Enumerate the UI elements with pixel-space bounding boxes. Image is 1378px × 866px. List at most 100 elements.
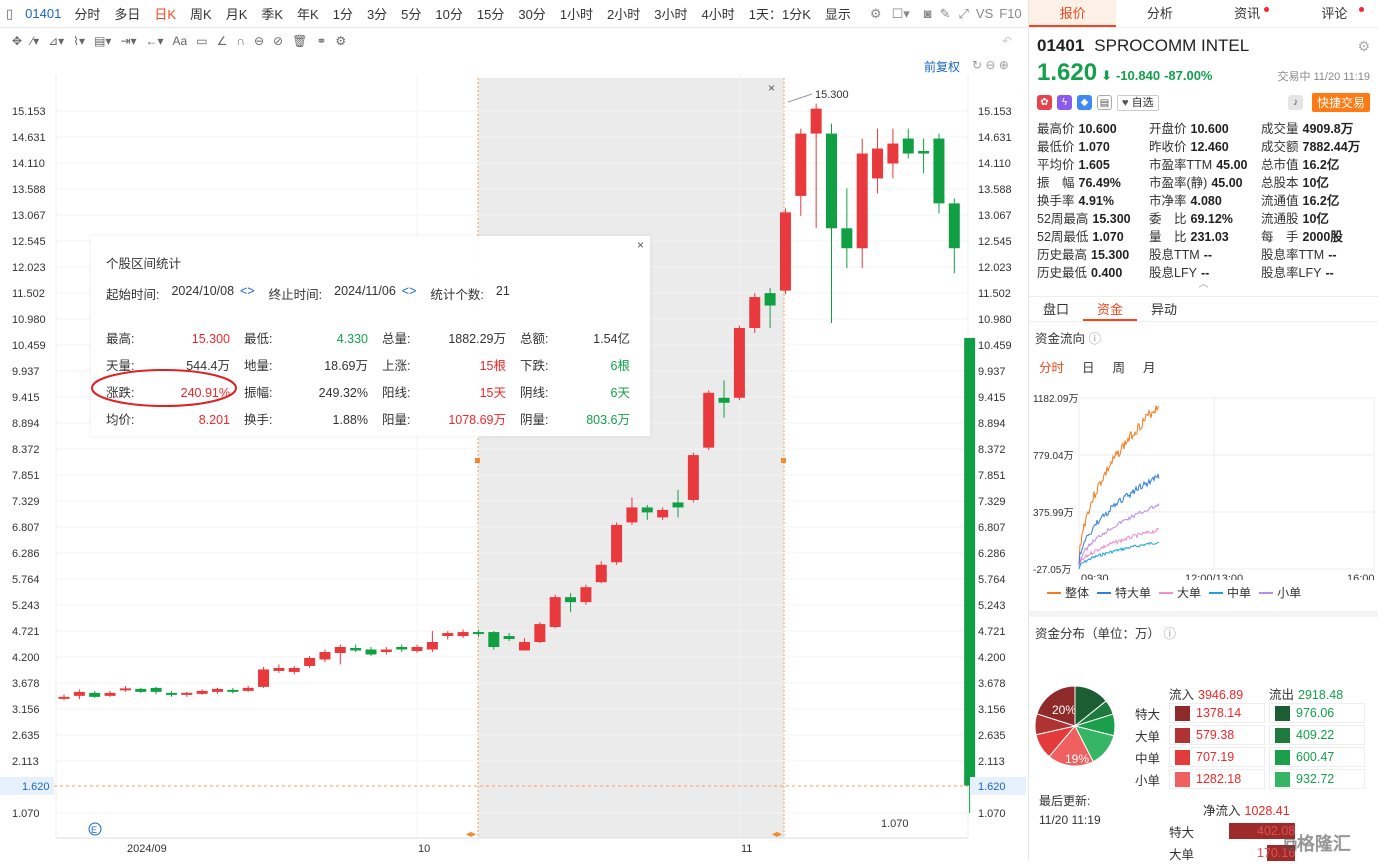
fullscreen-icon[interactable]: ⤢: [958, 5, 969, 21]
period-tab[interactable]: 2小时: [607, 7, 641, 22]
collapse-icon[interactable]: ︿: [1198, 279, 1209, 290]
event-badge-label[interactable]: E: [91, 825, 97, 835]
candle-body[interactable]: [872, 148, 884, 179]
watchlist-button[interactable]: ♥ 自选: [1117, 94, 1159, 111]
candle-body[interactable]: [365, 649, 377, 655]
candle-body[interactable]: [135, 688, 147, 692]
right-tab[interactable]: 报价: [1029, 0, 1117, 27]
comment-icon[interactable]: ▭: [196, 34, 208, 48]
candle-body[interactable]: [89, 692, 101, 697]
candle-body[interactable]: [58, 696, 70, 699]
measure-tool-icon[interactable]: ⇥▾: [120, 34, 137, 48]
candle-body[interactable]: [150, 687, 162, 692]
period-tab[interactable]: 3小时: [654, 7, 688, 22]
lock-icon[interactable]: ⊖: [253, 34, 265, 48]
period-tab[interactable]: 1天：1分K: [748, 7, 811, 22]
candle-body[interactable]: [749, 297, 761, 328]
tag-icon[interactable]: ◆: [1077, 95, 1092, 110]
candle-body[interactable]: [196, 690, 208, 694]
list-icon[interactable]: ▯: [6, 5, 14, 21]
lightning-icon[interactable]: ϟ: [1057, 95, 1072, 110]
period-tab[interactable]: 月K: [225, 7, 248, 22]
doc-icon[interactable]: ▤: [1097, 95, 1112, 110]
candle-body[interactable]: [733, 327, 745, 398]
square-icon[interactable]: ☐▾: [891, 5, 910, 21]
undo-icon[interactable]: ↶: [1001, 34, 1012, 48]
candle-body[interactable]: [165, 692, 177, 695]
candle-body[interactable]: [779, 212, 791, 291]
hide-icon[interactable]: ⊘: [273, 34, 284, 48]
line-tool-icon[interactable]: ⁄▾: [31, 34, 40, 48]
range-end-handle[interactable]: [781, 458, 786, 463]
candle-body[interactable]: [227, 689, 239, 692]
settings-gear-icon[interactable]: ⚙: [1357, 37, 1370, 54]
selected-range[interactable]: [478, 78, 784, 838]
restore-rights-button[interactable]: 前复权: [924, 60, 961, 74]
start-arrows-icon[interactable]: <>: [240, 284, 255, 298]
candle-body[interactable]: [918, 151, 930, 154]
candle-body[interactable]: [288, 667, 300, 672]
candle-body[interactable]: [948, 203, 960, 249]
candle-body[interactable]: [334, 647, 346, 653]
period-tab[interactable]: 季K: [261, 7, 284, 22]
candle-body[interactable]: [687, 455, 699, 500]
period-tab[interactable]: 年K: [297, 7, 319, 22]
candle-body[interactable]: [672, 502, 684, 508]
period-tab[interactable]: 3分: [366, 7, 388, 22]
candle-body[interactable]: [472, 632, 484, 635]
candle-body[interactable]: [595, 564, 607, 583]
period-tab[interactable]: 4小时: [701, 7, 735, 22]
info-icon[interactable]: ⓘ: [1088, 332, 1102, 346]
candle-body[interactable]: [565, 597, 577, 603]
period-tab[interactable]: 1分: [332, 7, 353, 22]
magnet-icon[interactable]: ∩: [236, 34, 245, 48]
flow-legend-item[interactable]: 整体: [1047, 584, 1089, 601]
panel-close-icon[interactable]: ×: [636, 238, 644, 252]
candle-body[interactable]: [902, 138, 914, 154]
delete-icon[interactable]: 🗑: [292, 34, 308, 48]
quick-trade-button[interactable]: 快捷交易: [1311, 93, 1370, 112]
arrow-tool-icon[interactable]: ←▾: [145, 34, 164, 48]
candle-body[interactable]: [611, 524, 623, 563]
kline-chart[interactable]: 15.153 14.631 14.110 13.588 13.067 12.545 12.0…: [0, 54, 1028, 861]
compare-icon[interactable]: ⚭: [316, 34, 327, 48]
flow-legend-item[interactable]: 大单: [1159, 584, 1201, 601]
candle-body[interactable]: [718, 397, 730, 403]
period-tab[interactable]: 1小时: [559, 7, 594, 22]
range-start-drag-icon[interactable]: ◂▸: [466, 829, 476, 840]
candle-body[interactable]: [319, 651, 331, 660]
move-icon[interactable]: ✥: [12, 34, 23, 48]
candle-body[interactable]: [258, 669, 270, 687]
period-tab[interactable]: 30分: [518, 7, 546, 22]
range-end-drag-icon[interactable]: ◂▸: [772, 829, 782, 840]
candle-body[interactable]: [657, 509, 669, 518]
period-tab[interactable]: 日K: [154, 7, 177, 22]
flow-legend-item[interactable]: 特大单: [1097, 584, 1151, 601]
candle-body[interactable]: [488, 632, 500, 648]
flow-period-tab[interactable]: 周: [1112, 361, 1126, 375]
candle-body[interactable]: [503, 636, 515, 640]
period-tab[interactable]: 显示: [824, 7, 851, 22]
vs-button[interactable]: VS: [975, 6, 994, 21]
flow-legend-item[interactable]: 小单: [1259, 584, 1301, 601]
f10-button[interactable]: F10: [999, 6, 1022, 21]
right-tab[interactable]: 评论: [1291, 0, 1378, 27]
flow-period-tab[interactable]: 月: [1143, 361, 1156, 375]
settings-icon[interactable]: ⚙: [869, 5, 882, 21]
candle-body[interactable]: [810, 108, 822, 134]
candle-body[interactable]: [119, 688, 131, 691]
right-tab[interactable]: 资讯: [1204, 0, 1291, 27]
candle-body[interactable]: [549, 597, 561, 628]
candle-body[interactable]: [457, 632, 469, 637]
candle-body[interactable]: [764, 293, 776, 306]
channel-tool-icon[interactable]: ⊿▾: [48, 34, 65, 48]
pencil-icon[interactable]: ✎: [939, 5, 951, 21]
candle-body[interactable]: [304, 657, 316, 666]
candle-body[interactable]: [856, 153, 868, 249]
end-arrows-icon[interactable]: <>: [401, 284, 417, 298]
candle-body[interactable]: [887, 143, 899, 164]
hk-flag-icon[interactable]: ✿: [1037, 95, 1052, 110]
candle-body[interactable]: [73, 691, 85, 696]
candle-body[interactable]: [442, 633, 454, 637]
text-tool-icon[interactable]: Aa: [172, 34, 188, 48]
